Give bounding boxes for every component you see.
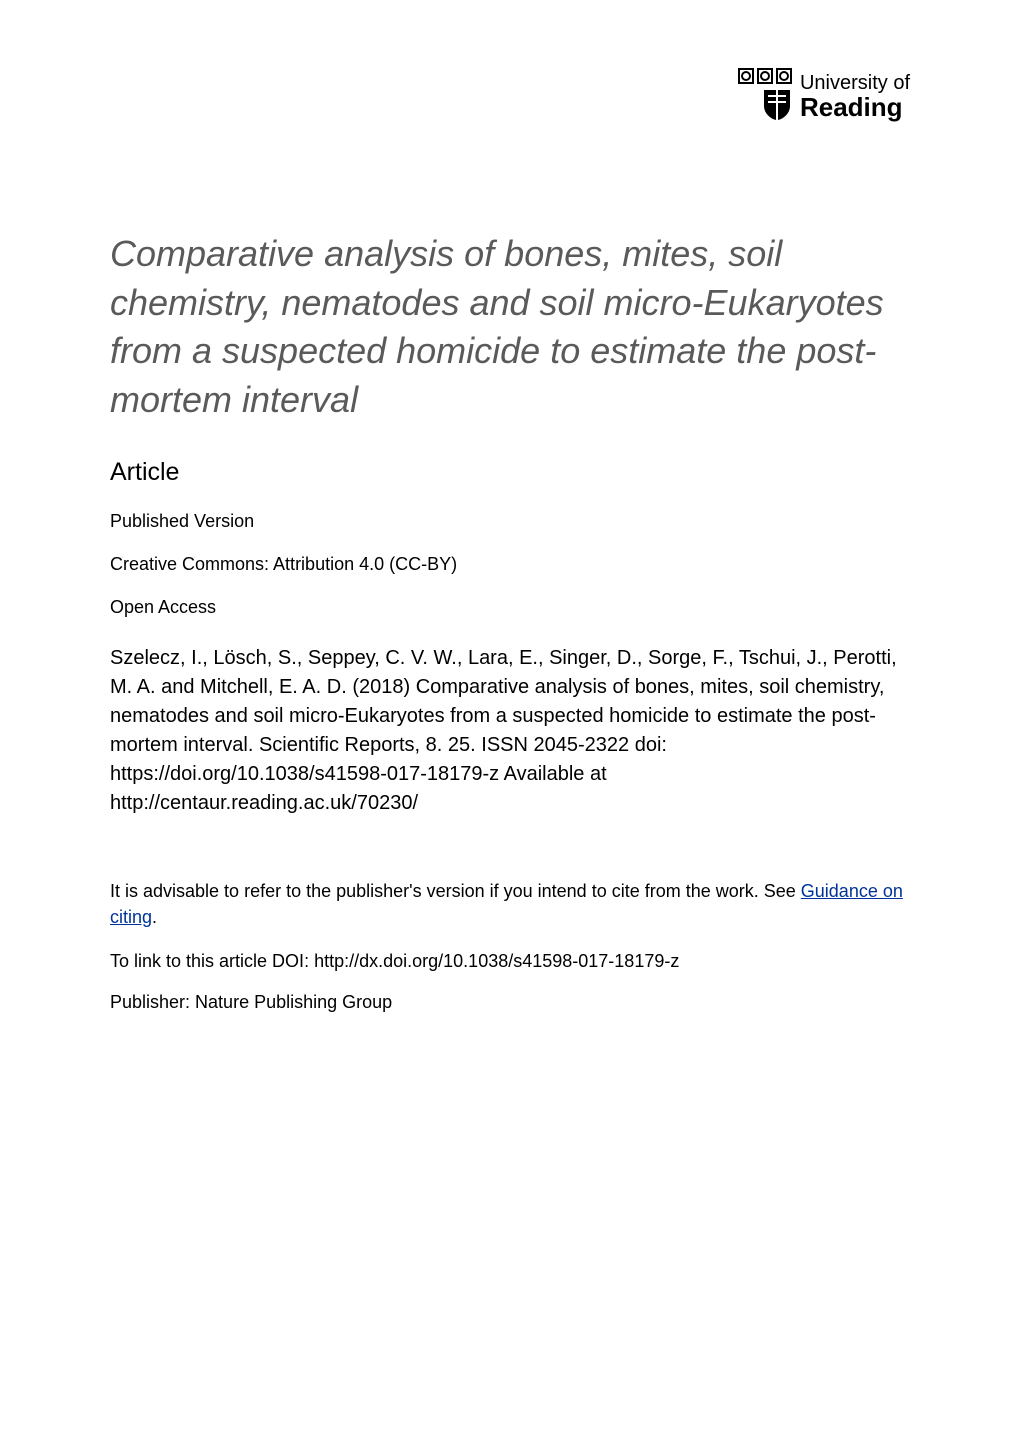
logo-box-icon [757,68,773,84]
doi-prefix: To link to this article DOI: [110,951,314,971]
citation-available-url: http://centaur.reading.ac.uk/70230/ [110,792,418,814]
version-label: Published Version [110,511,910,532]
citation-available-label: Available at [504,763,607,785]
citation-block: Szelecz, I., Lösch, S., Seppey, C. V. W.… [110,644,910,818]
advice-after: . [152,907,157,927]
doi-value: http://dx.doi.org/10.1038/s41598-017-181… [314,951,679,971]
citation-year: (2018) [352,676,410,698]
publisher-prefix: Publisher: [110,992,195,1012]
publisher-line: Publisher: Nature Publishing Group [110,992,910,1013]
logo-box-icon [776,68,792,84]
logo-text-line2: Reading [800,94,910,121]
citation-journal: Scientific Reports, 8. 25. [259,734,476,756]
paper-title: Comparative analysis of bones, mites, so… [110,230,910,424]
university-logo: University of Reading [738,68,910,127]
logo-boxes [738,68,792,84]
doi-line: To link to this article DOI: http://dx.d… [110,951,910,972]
license-label: Creative Commons: Attribution 4.0 (CC-BY… [110,554,910,575]
advice-text: It is advisable to refer to the publishe… [110,878,910,930]
access-label: Open Access [110,597,910,618]
citation-doi-label: doi: [635,734,667,756]
logo-text-line1: University of [800,73,910,94]
advice-before: It is advisable to refer to the publishe… [110,881,801,901]
citation-issn: ISSN 2045-2322 [481,734,629,756]
logo-box-icon [738,68,754,84]
publisher-value: Nature Publishing Group [195,992,392,1012]
shield-icon [762,88,792,127]
logo-text: University of Reading [800,73,910,121]
citation-doi-url: https://doi.org/10.1038/s41598-017-18179… [110,763,499,785]
article-type-label: Article [110,458,910,487]
